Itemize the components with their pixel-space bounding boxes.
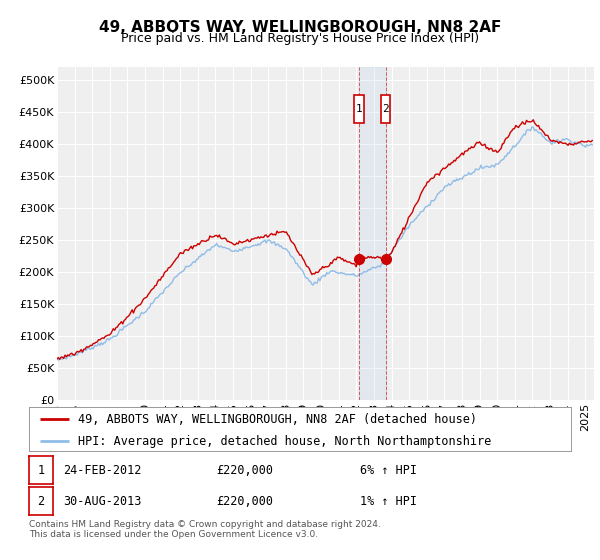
FancyBboxPatch shape [380, 95, 391, 123]
Text: 2: 2 [382, 104, 389, 114]
Bar [359, 67, 386, 400]
FancyBboxPatch shape [353, 95, 364, 123]
Text: HPI: Average price, detached house, North Northamptonshire: HPI: Average price, detached house, Nort… [77, 435, 491, 447]
Text: 49, ABBOTS WAY, WELLINGBOROUGH, NN8 2AF (detached house): 49, ABBOTS WAY, WELLINGBOROUGH, NN8 2AF … [77, 413, 476, 426]
Text: 1% ↑ HPI: 1% ↑ HPI [360, 494, 417, 508]
Text: Price paid vs. HM Land Registry's House Price Index (HPI): Price paid vs. HM Land Registry's House … [121, 32, 479, 45]
Text: 49, ABBOTS WAY, WELLINGBOROUGH, NN8 2AF: 49, ABBOTS WAY, WELLINGBOROUGH, NN8 2AF [99, 20, 501, 35]
Text: £220,000: £220,000 [216, 464, 273, 477]
Text: 6% ↑ HPI: 6% ↑ HPI [360, 464, 417, 477]
Text: 1: 1 [355, 104, 362, 114]
Text: 2: 2 [37, 494, 44, 508]
Text: £220,000: £220,000 [216, 494, 273, 508]
Text: 1: 1 [37, 464, 44, 477]
Text: 24-FEB-2012: 24-FEB-2012 [63, 464, 142, 477]
Text: 30-AUG-2013: 30-AUG-2013 [63, 494, 142, 508]
Text: Contains HM Land Registry data © Crown copyright and database right 2024.
This d: Contains HM Land Registry data © Crown c… [29, 520, 380, 539]
